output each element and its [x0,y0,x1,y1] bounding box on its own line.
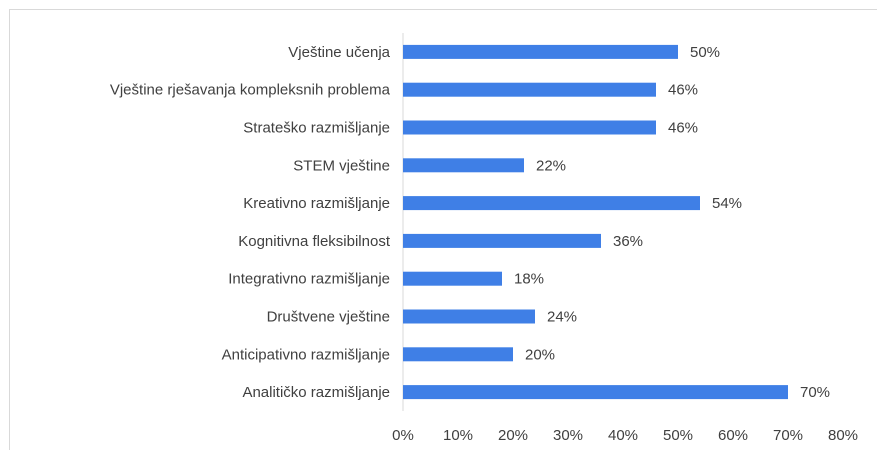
bar [403,44,678,59]
bar [403,233,601,248]
x-tick-label: 20% [498,427,528,444]
y-tick-label: Analitičko razmišljanje [242,384,390,401]
frame [9,9,877,450]
y-tick-label: Kognitivna fleksibilnost [238,233,391,250]
x-tick-label: 70% [773,427,803,444]
value-label: 22% [536,157,566,174]
y-tick-label: Strateško razmišljanje [243,119,390,136]
bar [403,196,700,211]
bar [403,309,535,324]
bar [403,347,513,362]
y-tick-label: Vještine učenja [288,44,390,61]
y-tick-label: Integrativno razmišljanje [228,271,390,288]
y-tick-label: STEM vještine [293,157,390,174]
x-tick-label: 80% [828,427,858,444]
y-tick-label: Anticipativno razmišljanje [222,346,390,363]
y-tick-label: Društvene vještine [267,308,390,325]
value-label: 46% [668,82,698,99]
value-label: 54% [712,195,742,212]
value-label: 36% [613,233,643,250]
x-tick-label: 60% [718,427,748,444]
bar [403,158,524,173]
value-label: 46% [668,119,698,136]
value-label: 20% [525,346,555,363]
bar [403,120,656,135]
x-tick-label: 30% [553,427,583,444]
value-label: 24% [547,308,577,325]
x-tick-label: 40% [608,427,638,444]
bar [403,271,502,286]
x-tick-label: 0% [392,427,414,444]
x-tick-label: 50% [663,427,693,444]
bar [403,385,788,400]
value-label: 50% [690,44,720,61]
y-tick-label: Vještine rješavanja kompleksnih problema [110,82,391,99]
x-tick-label: 10% [443,427,473,444]
value-label: 18% [514,271,544,288]
bar [403,82,656,97]
y-tick-label: Kreativno razmišljanje [243,195,390,212]
value-label: 70% [800,384,830,401]
